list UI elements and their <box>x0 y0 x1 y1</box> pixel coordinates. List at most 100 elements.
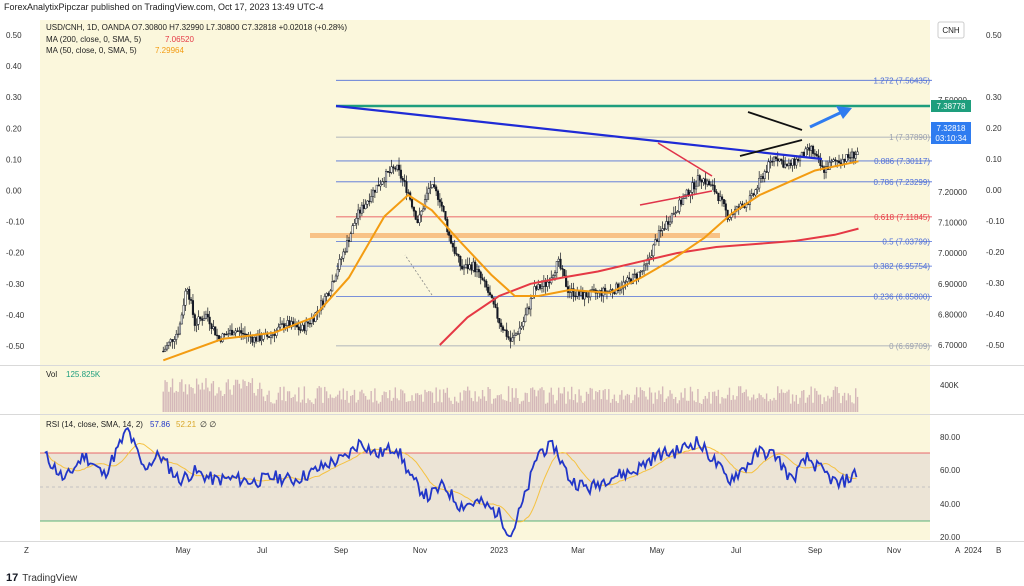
candle-body <box>479 271 482 279</box>
candle-body <box>559 258 562 269</box>
auto-scale-button[interactable]: A <box>955 546 961 555</box>
volume-bar <box>394 387 397 412</box>
candle-body <box>320 300 323 311</box>
candle-body <box>488 292 492 296</box>
candle-body <box>787 162 790 167</box>
dashed-projection <box>404 254 433 296</box>
candle-body <box>691 182 694 193</box>
volume-bar <box>645 396 647 412</box>
log-scale-button[interactable]: B <box>996 546 1001 555</box>
right-pct-tick: 0.00 <box>986 186 1002 195</box>
currency-button[interactable]: CNH <box>937 21 965 39</box>
volume-bar <box>780 389 783 412</box>
volume-bar <box>682 397 684 412</box>
volume-bar <box>697 388 699 412</box>
candle-body <box>708 180 711 186</box>
candle-body <box>494 303 497 308</box>
candle-body <box>204 313 207 319</box>
candle-body <box>481 277 484 281</box>
volume-bar <box>264 401 267 412</box>
volume-bar <box>615 401 617 412</box>
volume-bar <box>814 388 816 412</box>
volume-bar <box>231 394 233 412</box>
volume-bar <box>177 391 179 412</box>
volume-bar <box>537 390 539 412</box>
candle-body <box>832 159 835 162</box>
volume-bar <box>435 387 437 412</box>
candle-body <box>338 258 341 270</box>
candle-body <box>763 171 766 179</box>
descending-trendline[interactable] <box>335 104 823 161</box>
candle-body <box>438 199 441 203</box>
volume-bar <box>389 390 391 412</box>
volume-bar <box>691 391 694 412</box>
candle-body <box>448 231 451 236</box>
candle-body <box>230 329 233 336</box>
candle-body <box>498 318 501 324</box>
volume-bar <box>784 393 786 412</box>
volume-bar <box>506 400 508 412</box>
candle-body <box>676 211 679 213</box>
volume-bar <box>589 387 591 412</box>
candle-body <box>468 264 471 270</box>
volume-bar <box>331 397 333 412</box>
candle-body <box>607 290 610 293</box>
candle-body <box>429 187 432 189</box>
time-axis-tick: Nov <box>887 546 901 555</box>
time-axis[interactable]: May Jul Sep Nov 2023 Mar May Jul Sep Nov 2024 <box>175 546 982 555</box>
volume-bar <box>752 394 755 412</box>
volume-bar <box>700 403 703 412</box>
volume-bar <box>726 394 729 412</box>
candle-body <box>769 161 772 163</box>
candle-body <box>331 281 334 292</box>
red-trendline-upper[interactable] <box>657 142 713 177</box>
zoom-z-button[interactable]: Z <box>24 546 29 555</box>
volume-bar <box>197 384 200 412</box>
candle-body <box>444 211 447 220</box>
volume-bar <box>216 393 218 412</box>
time-axis-tick: 2023 <box>490 546 508 555</box>
candle-body <box>360 204 363 214</box>
support-zone[interactable] <box>310 233 720 238</box>
candle-body <box>774 156 777 159</box>
ma200-legend-label: MA (200, close, 0, SMA, 5) <box>46 35 141 44</box>
triangle-lower-line[interactable] <box>739 139 803 157</box>
volume-bar <box>825 401 827 412</box>
volume-bar <box>244 381 246 412</box>
volume-bar <box>804 402 807 412</box>
volume-bar <box>788 389 790 412</box>
volume-bar <box>233 385 235 412</box>
volume-bar <box>454 396 456 412</box>
left-axis-tick: -0.20 <box>6 249 25 258</box>
svg-text:7.38778: 7.38778 <box>937 102 966 111</box>
volume-bar <box>730 399 733 412</box>
tradingview-logo: 17 TradingView <box>6 572 78 584</box>
candle-body <box>414 210 417 220</box>
volume-bar <box>810 386 812 412</box>
volume-bar <box>745 389 747 412</box>
candle-body <box>514 333 518 336</box>
fib-retracement[interactable]: 1.272 (7.56435) 1 (7.37890) 0.886 (7.30117… <box>336 76 932 351</box>
red-trendline-lower[interactable] <box>639 190 713 206</box>
volume-bar <box>441 402 443 412</box>
volume-bar <box>320 387 322 412</box>
volume-bar <box>465 390 467 412</box>
volume-bar <box>765 393 768 412</box>
volume-bar <box>764 398 766 412</box>
candle-body <box>722 199 725 205</box>
candle-body <box>195 324 198 326</box>
candle-body <box>698 175 701 181</box>
volume-bar <box>541 387 543 412</box>
candle-body <box>305 321 308 332</box>
volume-bar <box>259 382 261 412</box>
candle-body <box>754 189 757 196</box>
volume-bar <box>429 391 432 412</box>
candle-body <box>583 292 586 300</box>
candle-body <box>186 289 189 292</box>
candle-body <box>362 204 365 209</box>
triangle-upper-line[interactable] <box>747 111 803 131</box>
breakout-arrow-icon[interactable] <box>809 106 852 129</box>
candle-body <box>449 235 453 244</box>
volume-bar <box>236 379 239 412</box>
